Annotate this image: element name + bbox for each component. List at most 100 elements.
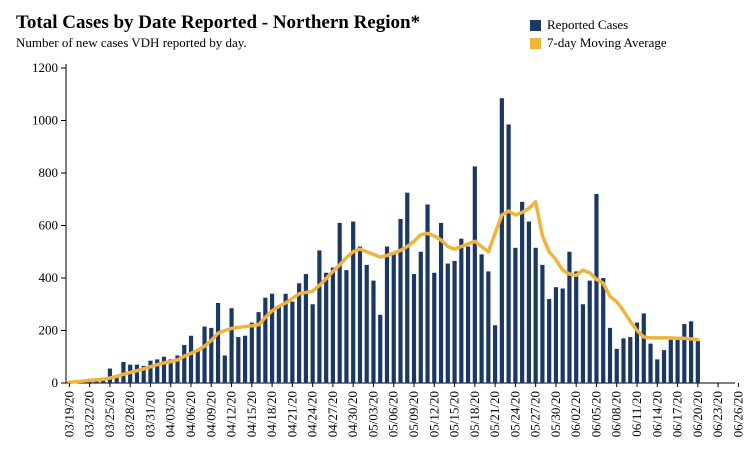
bar (472, 166, 477, 383)
x-tick-label: 05/30/20 (548, 391, 563, 437)
bar (168, 359, 173, 384)
bar (121, 362, 126, 383)
bar (661, 350, 667, 383)
y-tick-label: 800 (39, 165, 59, 180)
bar (283, 293, 288, 383)
bar (215, 302, 221, 383)
x-tick-label: 06/11/20 (629, 391, 644, 437)
bar (493, 325, 498, 383)
x-tick-label: 03/25/20 (102, 391, 117, 437)
bar (621, 338, 626, 384)
bar (540, 264, 545, 384)
bar (107, 368, 113, 383)
bar (391, 251, 396, 383)
bar (594, 194, 599, 383)
x-tick-label: 04/21/20 (284, 391, 299, 437)
bar (634, 322, 640, 384)
x-tick-label: 04/24/20 (305, 391, 320, 437)
bar (641, 313, 646, 383)
bar (202, 326, 207, 383)
x-tick-label: 06/20/20 (690, 391, 705, 437)
x-tick-label: 05/15/20 (447, 391, 462, 437)
bar (405, 192, 410, 383)
bar (290, 301, 295, 384)
bar (560, 288, 565, 383)
x-tick-label: 05/27/20 (528, 391, 543, 437)
chart-legend: Reported Cases 7-day Moving Average (530, 16, 667, 52)
bar (249, 322, 254, 384)
x-tick-label: 04/06/20 (183, 391, 198, 437)
x-tick-label: 03/31/20 (142, 391, 157, 437)
bar (337, 222, 342, 384)
bar (297, 283, 302, 383)
bar (344, 270, 349, 384)
x-tick-label: 06/02/20 (568, 391, 583, 437)
bar (418, 251, 423, 383)
x-tick-label: 05/03/20 (365, 391, 380, 437)
x-tick-label: 03/19/20 (61, 391, 76, 437)
chart-title: Total Cases by Date Reported - Northern … (16, 12, 421, 33)
bar (270, 293, 275, 383)
bar (378, 314, 383, 383)
bar (526, 221, 531, 383)
bar (209, 327, 214, 384)
x-tick-label: 05/24/20 (507, 391, 522, 437)
legend-label-moving-average: 7-day Moving Average (547, 35, 667, 50)
bar (222, 355, 227, 383)
x-tick-label: 06/17/20 (670, 391, 685, 437)
bar (655, 359, 660, 384)
bar (675, 338, 680, 384)
bar (182, 344, 187, 383)
legend-label-reported-cases: Reported Cases (547, 17, 629, 32)
bar (357, 246, 363, 383)
y-tick-label: 0 (52, 375, 59, 390)
x-tick-label: 04/09/20 (203, 391, 218, 437)
bar (242, 335, 248, 383)
bar (688, 321, 694, 383)
x-tick-label: 04/30/20 (345, 391, 360, 437)
bar (506, 124, 511, 383)
bar (175, 355, 180, 383)
x-tick-label: 05/21/20 (487, 391, 502, 437)
bar (438, 222, 444, 384)
x-tick-label: 04/03/20 (163, 391, 178, 437)
y-tick-label: 1200 (32, 60, 58, 75)
x-tick-label: 06/14/20 (649, 391, 664, 437)
bar (695, 341, 700, 383)
bar (553, 287, 559, 383)
bar (601, 278, 606, 383)
bar (520, 201, 525, 384)
bar (188, 335, 194, 383)
x-tick-label: 04/27/20 (325, 391, 340, 437)
bar (668, 339, 673, 383)
y-tick-label: 400 (39, 270, 59, 285)
bar (567, 251, 572, 383)
x-tick-label: 04/12/20 (224, 391, 239, 437)
legend-swatch-bar (530, 19, 541, 31)
y-tick-label: 200 (39, 323, 59, 338)
moving-average-line (67, 200, 700, 384)
bar (330, 267, 336, 383)
bar (499, 98, 504, 383)
bar (155, 359, 160, 384)
bar (324, 272, 329, 383)
bar (425, 204, 430, 383)
x-tick-label: 04/15/20 (244, 391, 259, 437)
bar (465, 246, 471, 383)
chart-subtitle: Number of new cases VDH reported by day. (16, 35, 247, 50)
x-tick-label: 03/28/20 (122, 391, 137, 437)
x-tick-label: 06/26/20 (730, 391, 745, 437)
bar (580, 304, 586, 383)
x-tick-label: 05/06/20 (386, 391, 401, 437)
bar (648, 343, 653, 384)
bar (134, 364, 140, 384)
bar (452, 260, 457, 383)
bar (432, 272, 437, 383)
bar (459, 238, 464, 384)
bar (547, 299, 552, 383)
bar (148, 360, 153, 383)
bar (384, 246, 390, 383)
bar (256, 312, 261, 384)
bar (364, 264, 369, 384)
bar (479, 254, 484, 384)
